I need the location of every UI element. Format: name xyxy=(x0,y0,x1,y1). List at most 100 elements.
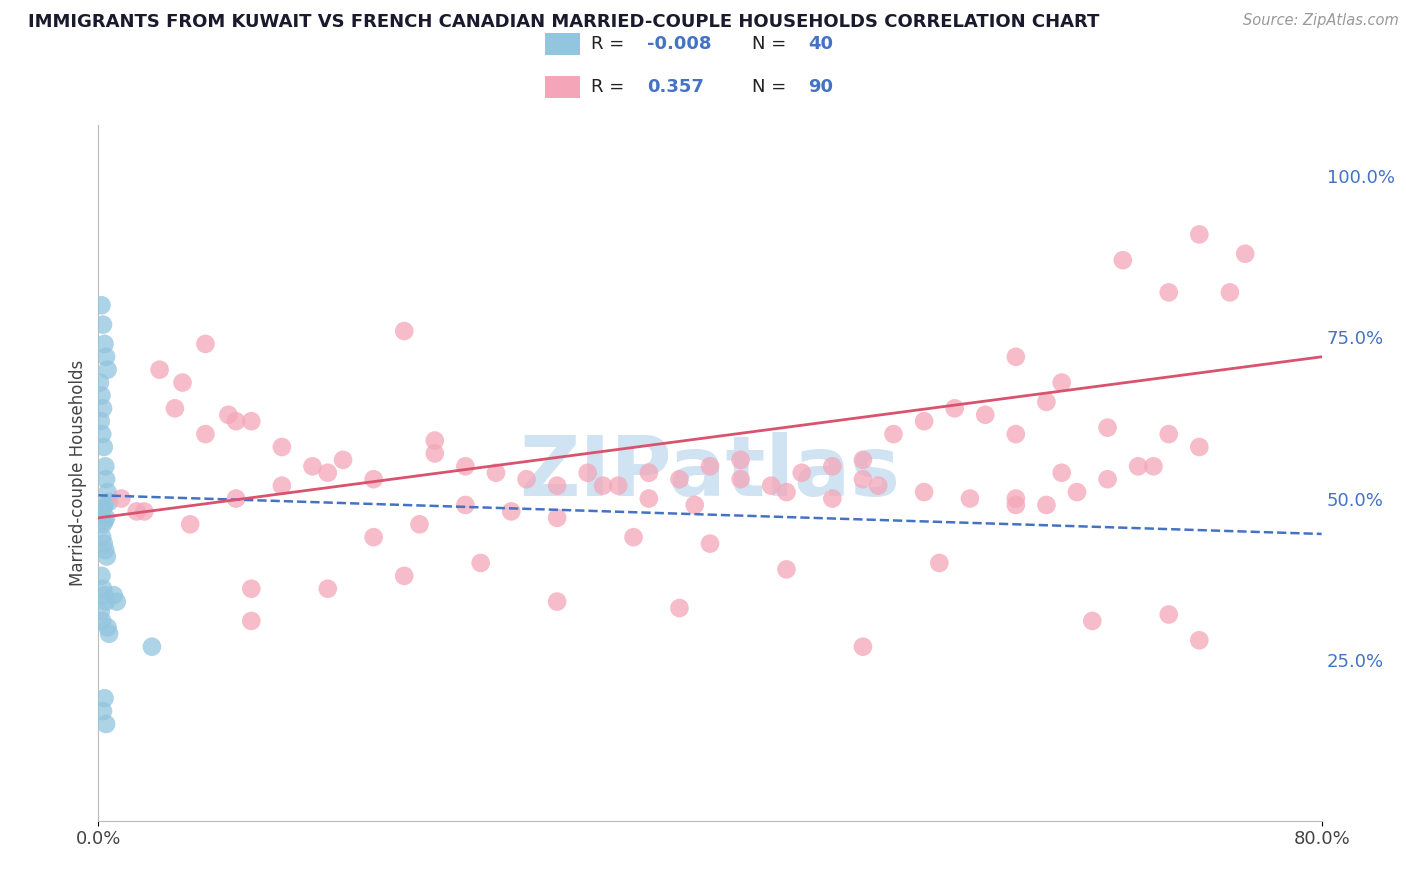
Point xyxy=(94,717,117,731)
Point xyxy=(217,408,239,422)
Point xyxy=(91,501,114,516)
Point xyxy=(1157,285,1180,300)
Point xyxy=(516,472,538,486)
Point xyxy=(912,485,935,500)
Point xyxy=(94,350,117,364)
Point xyxy=(501,504,523,518)
Point xyxy=(225,414,247,428)
Point xyxy=(423,446,446,460)
Point xyxy=(928,556,950,570)
Point xyxy=(852,640,875,654)
Text: -0.008: -0.008 xyxy=(647,35,711,54)
Point xyxy=(90,569,112,583)
Point xyxy=(683,498,706,512)
Point xyxy=(89,508,111,522)
Point xyxy=(94,511,117,525)
Point xyxy=(93,337,115,351)
Point xyxy=(821,491,844,506)
Point xyxy=(93,498,115,512)
Point xyxy=(1004,350,1026,364)
Point xyxy=(852,472,875,486)
Point xyxy=(1188,227,1211,242)
Point xyxy=(91,427,114,442)
Point xyxy=(1050,466,1073,480)
Point xyxy=(576,466,599,480)
Point xyxy=(546,594,568,608)
Point xyxy=(93,691,115,706)
Point xyxy=(790,466,813,480)
Point xyxy=(1050,376,1073,390)
Point xyxy=(332,453,354,467)
Point xyxy=(1188,440,1211,454)
Point xyxy=(105,594,128,608)
Text: N =: N = xyxy=(752,78,786,96)
Point xyxy=(110,491,132,506)
Point xyxy=(1157,607,1180,622)
Point xyxy=(270,440,294,454)
Point xyxy=(96,549,118,564)
Point xyxy=(699,459,721,474)
Point xyxy=(1188,633,1211,648)
Point xyxy=(225,491,247,506)
Point xyxy=(94,594,117,608)
Point xyxy=(668,601,690,615)
Point xyxy=(868,478,890,492)
Point xyxy=(1157,427,1180,442)
Point xyxy=(392,569,416,583)
Point xyxy=(301,459,323,474)
Point xyxy=(163,401,186,416)
Point xyxy=(91,517,114,532)
Point xyxy=(91,704,114,718)
Text: Source: ZipAtlas.com: Source: ZipAtlas.com xyxy=(1243,13,1399,29)
Point xyxy=(607,478,630,492)
Point xyxy=(97,620,120,634)
Point xyxy=(94,543,117,558)
Point xyxy=(93,588,115,602)
Point xyxy=(179,517,201,532)
Point xyxy=(91,614,114,628)
Point xyxy=(98,627,121,641)
Point xyxy=(1004,491,1026,506)
Point xyxy=(240,582,263,596)
Point xyxy=(1128,459,1150,474)
Point xyxy=(1219,285,1241,300)
Point xyxy=(194,337,217,351)
Point xyxy=(149,362,172,376)
Point xyxy=(172,376,194,390)
Point xyxy=(1097,472,1119,486)
Text: N =: N = xyxy=(752,35,786,54)
Point xyxy=(974,408,997,422)
Point xyxy=(94,459,117,474)
Point xyxy=(408,517,430,532)
Point xyxy=(97,362,120,376)
Point xyxy=(194,427,217,442)
Text: IMMIGRANTS FROM KUWAIT VS FRENCH CANADIAN MARRIED-COUPLE HOUSEHOLDS CORRELATION : IMMIGRANTS FROM KUWAIT VS FRENCH CANADIA… xyxy=(28,13,1099,31)
Point xyxy=(141,640,163,654)
Point xyxy=(454,498,477,512)
Point xyxy=(1142,459,1164,474)
Point xyxy=(91,401,114,416)
Point xyxy=(730,453,752,467)
Point xyxy=(912,414,935,428)
Point xyxy=(883,427,905,442)
Bar xyxy=(544,76,579,98)
Point xyxy=(90,414,112,428)
Point xyxy=(623,530,645,544)
Text: 90: 90 xyxy=(808,78,834,96)
Point xyxy=(97,485,120,500)
Point xyxy=(1035,395,1057,409)
Point xyxy=(363,472,385,486)
Point xyxy=(98,494,121,508)
Point xyxy=(775,562,797,576)
Point xyxy=(91,318,114,332)
Point xyxy=(90,604,112,618)
Point xyxy=(90,388,112,402)
Point xyxy=(485,466,508,480)
Point xyxy=(89,376,111,390)
Point xyxy=(1234,246,1257,260)
Point xyxy=(546,511,568,525)
Point xyxy=(821,459,844,474)
Point xyxy=(1004,427,1026,442)
Point xyxy=(1035,498,1057,512)
Point xyxy=(454,459,477,474)
